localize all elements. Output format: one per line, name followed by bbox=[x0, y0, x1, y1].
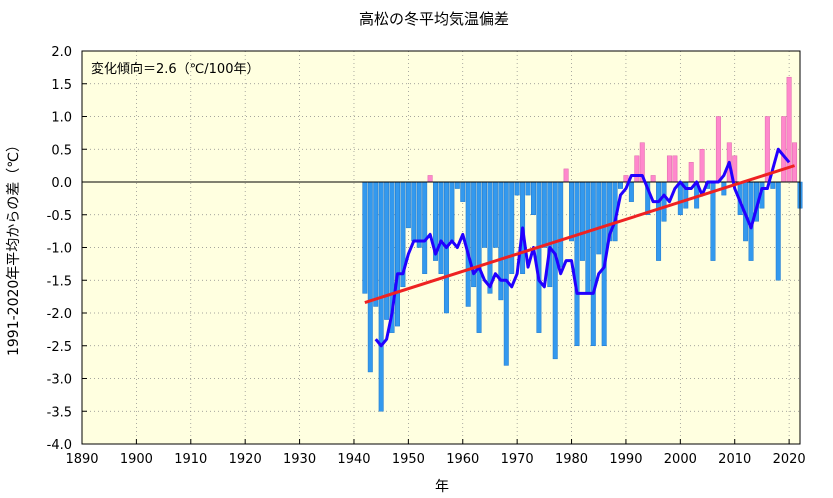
anomaly-bar bbox=[715, 116, 721, 183]
anomaly-bar bbox=[454, 181, 460, 189]
anomaly-bar bbox=[661, 181, 667, 222]
anomaly-bar bbox=[677, 181, 683, 215]
anomaly-bar bbox=[384, 181, 390, 320]
anomaly-bar bbox=[416, 181, 422, 248]
anomaly-bar bbox=[579, 181, 585, 261]
anomaly-bar bbox=[476, 181, 482, 333]
x-tick-label: 1930 bbox=[283, 452, 316, 467]
anomaly-bar bbox=[460, 181, 466, 202]
x-axis-label: 年 bbox=[435, 479, 449, 495]
y-tick-label: -2.5 bbox=[47, 340, 72, 355]
anomaly-bar bbox=[503, 181, 509, 366]
x-tick-label: 1970 bbox=[501, 452, 534, 467]
anomaly-bar bbox=[775, 181, 781, 281]
x-tick-label: 2020 bbox=[773, 452, 806, 467]
anomaly-bar bbox=[525, 181, 531, 196]
y-tick-label: 2.0 bbox=[51, 45, 72, 60]
x-tick-label: 1990 bbox=[609, 452, 642, 467]
anomaly-bar bbox=[563, 168, 569, 183]
y-tick-label: -1.0 bbox=[47, 242, 72, 257]
y-axis-label: 1991-2020年平均からの差（℃） bbox=[6, 138, 22, 356]
anomaly-bar bbox=[530, 181, 536, 215]
x-tick-label: 1920 bbox=[229, 452, 262, 467]
anomaly-bar bbox=[585, 181, 591, 294]
chart-title: 高松の冬平均気温偏差 bbox=[359, 10, 509, 28]
y-tick-label: 0.5 bbox=[51, 143, 72, 158]
anomaly-bar bbox=[422, 181, 428, 274]
anomaly-bar bbox=[688, 162, 694, 183]
x-tick-label: 1950 bbox=[392, 452, 425, 467]
anomaly-bar bbox=[362, 181, 368, 294]
x-tick-label: 2000 bbox=[664, 452, 697, 467]
anomaly-bar bbox=[656, 181, 662, 261]
x-tick-label: 1890 bbox=[65, 452, 98, 467]
anomaly-bar bbox=[596, 181, 602, 255]
anomaly-bar bbox=[558, 181, 564, 268]
anomaly-bar bbox=[449, 181, 455, 242]
anomaly-bar bbox=[552, 181, 558, 360]
anomaly-bar bbox=[367, 181, 373, 373]
y-tick-label: -3.5 bbox=[47, 405, 72, 420]
anomaly-bar bbox=[672, 155, 678, 183]
anomaly-bar bbox=[373, 181, 379, 307]
y-tick-label: 0.0 bbox=[51, 176, 72, 191]
anomaly-bar bbox=[395, 181, 400, 327]
anomaly-bar bbox=[634, 155, 640, 183]
anomaly-bar bbox=[590, 181, 596, 346]
anomaly-bar bbox=[618, 181, 623, 189]
anomaly-bar bbox=[547, 181, 553, 288]
anomaly-bar bbox=[427, 175, 433, 183]
y-tick-label: -2.0 bbox=[47, 307, 72, 322]
y-tick-label: -1.5 bbox=[47, 274, 72, 289]
anomaly-bar bbox=[411, 181, 417, 242]
trend-line bbox=[364, 164, 796, 304]
y-tick-label: -4.0 bbox=[47, 438, 72, 453]
anomaly-bar bbox=[699, 149, 705, 183]
y-tick-label: -0.5 bbox=[47, 209, 72, 224]
anomaly-bar bbox=[764, 116, 770, 183]
anomaly-bar bbox=[482, 181, 487, 248]
trend-annotation: 変化傾向＝2.6（℃/100年） bbox=[91, 61, 259, 77]
x-tick-label: 1900 bbox=[120, 452, 153, 467]
anomaly-bar bbox=[405, 181, 411, 229]
anomaly-bar bbox=[438, 181, 444, 274]
anomaly-bar bbox=[514, 181, 520, 196]
moving-average-line bbox=[374, 147, 791, 348]
anomaly-bar bbox=[569, 181, 575, 242]
y-tick-labels: 2.0 1.5 1.0 0.5 0.0 -0.5 -1.0 -1.5 -2.0 -2.5 -3.0 -… bbox=[47, 45, 72, 453]
anomaly-bar bbox=[628, 181, 634, 202]
anomaly-bar bbox=[541, 181, 547, 248]
x-tick-label: 1940 bbox=[337, 452, 370, 467]
anomaly-bar bbox=[498, 181, 504, 301]
x-tick-labels: 1890 1900 1910 1920 1930 1940 1950 1960 1970 1980… bbox=[65, 452, 805, 467]
x-tick-label: 2010 bbox=[718, 452, 751, 467]
x-tick-label: 1980 bbox=[555, 452, 588, 467]
anomaly-bar bbox=[574, 181, 580, 346]
anomaly-bar bbox=[666, 155, 672, 183]
anomaly-bar bbox=[770, 181, 776, 189]
anomaly-bar bbox=[792, 142, 798, 183]
x-tick-label: 1960 bbox=[446, 452, 479, 467]
y-tick-label: 1.0 bbox=[51, 111, 72, 126]
x-tick-label: 1910 bbox=[174, 452, 207, 467]
anomaly-bar bbox=[781, 116, 787, 183]
anomaly-bar bbox=[487, 181, 493, 294]
anomaly-bar bbox=[536, 181, 542, 333]
anomaly-bar bbox=[492, 181, 498, 248]
anomaly-bar bbox=[710, 181, 716, 261]
anomaly-bar bbox=[650, 175, 656, 183]
plot-frame bbox=[81, 50, 801, 445]
y-tick-label: 1.5 bbox=[51, 78, 72, 93]
y-tick-label: -3.0 bbox=[47, 373, 72, 388]
anomaly-bar bbox=[509, 181, 515, 274]
